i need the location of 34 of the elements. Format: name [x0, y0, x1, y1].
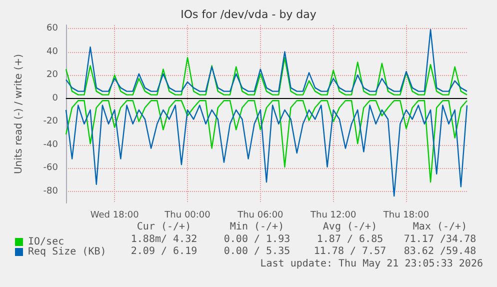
y-tick-label: -60 — [43, 163, 58, 174]
x-tick-label: Wed 18:00 — [90, 210, 140, 220]
line-series — [65, 56, 468, 96]
text: 0.00 / 1.93 — [224, 234, 290, 245]
y-tick-label: 20 — [46, 70, 58, 80]
y-tick-label: 40 — [46, 46, 58, 57]
text: Cur (-/+) — [136, 222, 192, 232]
y-tick-label: -40 — [43, 140, 58, 150]
text: Last update: Thu May 21 23:05:33 2026 — [260, 258, 483, 270]
y-tick-label: 0 — [52, 93, 58, 104]
legend-label: IO/sec — [28, 236, 64, 248]
text: 0.00 / 5.35 — [224, 246, 290, 258]
y-tick-label: -20 — [43, 116, 58, 127]
legend-label: Req Size (KB) — [28, 246, 106, 258]
line-series — [65, 29, 468, 92]
text: 2.09 / 6.19 — [130, 246, 198, 258]
line-series — [65, 100, 468, 183]
text: 1.87 / 6.85 — [316, 234, 384, 245]
x-tick-label: Thu 18:00 — [382, 210, 430, 220]
y-tick-label: -80 — [43, 186, 58, 196]
chart-title: IOs for /dev/vda - by day — [180, 8, 317, 21]
x-tick-label: Thu 06:00 — [236, 210, 284, 220]
text: 71.17 /34.78 — [404, 234, 476, 245]
x-tick-label: Thu 00:00 — [164, 210, 211, 220]
text: Min (-/+) — [230, 222, 284, 232]
line-series — [65, 104, 468, 197]
text: 11.78 / 7.57 — [314, 246, 386, 258]
x-tick-label: Thu 12:00 — [309, 210, 356, 220]
text: 83.62 /59.48 — [404, 246, 476, 258]
text: 1.88m/ 4.32 — [130, 234, 198, 245]
text: Max (-/+) — [412, 222, 468, 232]
y-axis-title: Units read (-) / write (+) — [14, 54, 24, 174]
text: Avg (-/+) — [322, 222, 378, 232]
y-tick-label: 60 — [46, 23, 58, 34]
